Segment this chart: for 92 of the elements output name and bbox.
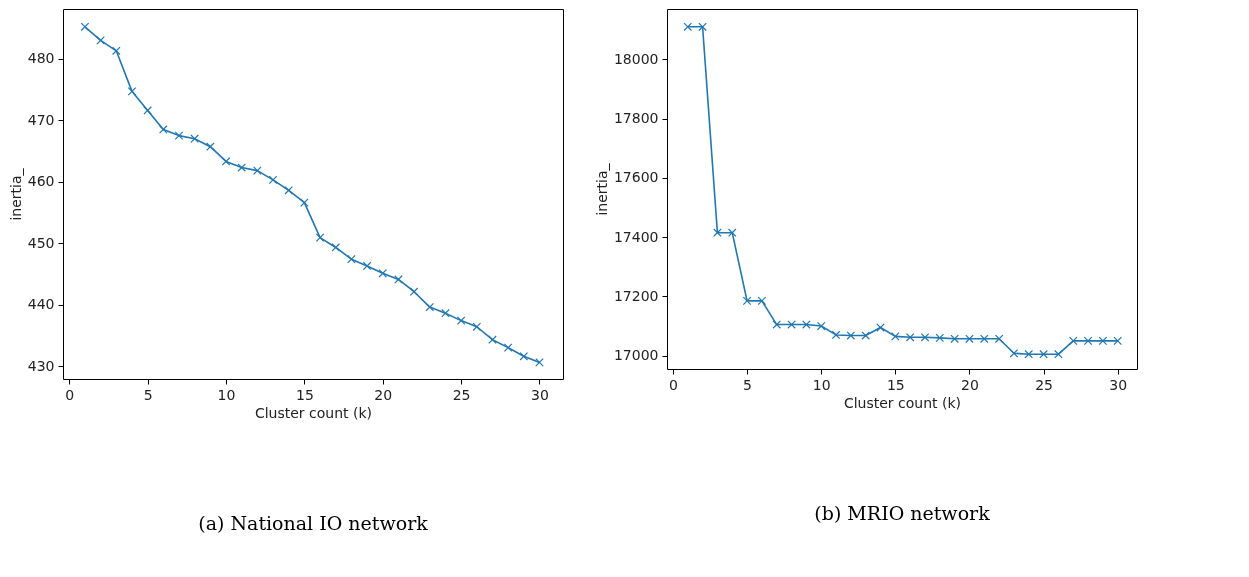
point [174,131,184,140]
point [503,343,513,352]
x-tick-label: 0 [668,376,678,393]
x-tick-label: 25 [1035,376,1054,393]
x-tick-label: 15 [886,376,905,393]
y-tick-label: 470 [27,111,55,128]
point [96,36,105,45]
y-tick-label: 17400 [613,228,659,245]
point [488,335,497,344]
point [861,331,870,340]
y-tick-label: 460 [27,173,55,190]
y-axis-title: inertia_ [593,162,610,216]
point [159,125,168,134]
x-tick-label: 5 [743,376,753,393]
point [742,296,752,306]
point [772,320,782,329]
point [206,142,215,151]
point [802,320,811,329]
point [846,331,856,340]
point [1083,336,1093,346]
point [831,330,841,340]
y-tick-label: 17000 [613,347,659,364]
point [1068,336,1078,346]
point [965,334,974,344]
point [713,228,722,238]
point [876,323,885,332]
point [757,296,767,306]
point [1009,348,1019,358]
point [472,322,482,332]
point [979,334,989,344]
point [891,332,900,341]
point [920,332,930,342]
x-tick-label: 20 [374,386,393,403]
point [1024,349,1034,359]
y-tick-label: 430 [27,357,55,374]
point [111,46,121,56]
y-tick-label: 440 [27,296,55,313]
y-tick-label: 17800 [613,110,659,127]
point [347,254,356,264]
x-tick-label: 20 [961,376,979,393]
point [535,358,544,367]
x-tick-label: 15 [295,386,314,403]
point [1054,349,1063,359]
point [425,302,435,312]
x-tick-label: 5 [143,386,153,403]
point [253,166,262,175]
y-tick-label: 17200 [613,287,659,304]
point [683,22,693,32]
point [268,175,278,185]
point [190,134,199,143]
y-tick-label: 480 [27,50,55,67]
text: (a) National IO network [198,512,429,534]
point [315,233,325,242]
x-tick-label: 10 [812,376,831,393]
point [80,22,90,32]
x-tick-label: 0 [65,386,75,403]
point [362,261,372,271]
point [727,228,737,238]
y-axis-title: inertia_ [7,167,24,221]
point [1113,336,1123,346]
point [994,334,1004,344]
point [905,332,915,342]
point [950,334,959,344]
point [698,22,707,32]
point [441,308,450,318]
y-tick-label: 450 [27,234,55,251]
point [284,186,294,195]
point [816,321,826,331]
point [935,333,945,343]
point [519,351,529,361]
point [409,287,419,297]
x-axis-title: Cluster count (k) [843,394,962,411]
point [300,198,309,207]
point [787,320,796,329]
x-tick-label: 30 [1109,376,1128,393]
y-tick-label: 18000 [613,50,659,67]
x-tick-label: 30 [531,386,549,403]
point [378,268,388,278]
point [331,243,341,252]
point [143,106,152,115]
text: (b) MRIO network [814,502,991,524]
y-tick-label: 17600 [613,169,659,186]
point [1098,336,1108,346]
x-tick-label: 25 [452,386,471,403]
point [1039,349,1048,359]
point [456,316,466,325]
point [394,275,403,284]
x-tick-label: 10 [217,386,236,403]
point [127,87,137,96]
point [237,163,246,172]
x-axis-title: Cluster count (k) [254,404,373,421]
point [221,157,231,166]
